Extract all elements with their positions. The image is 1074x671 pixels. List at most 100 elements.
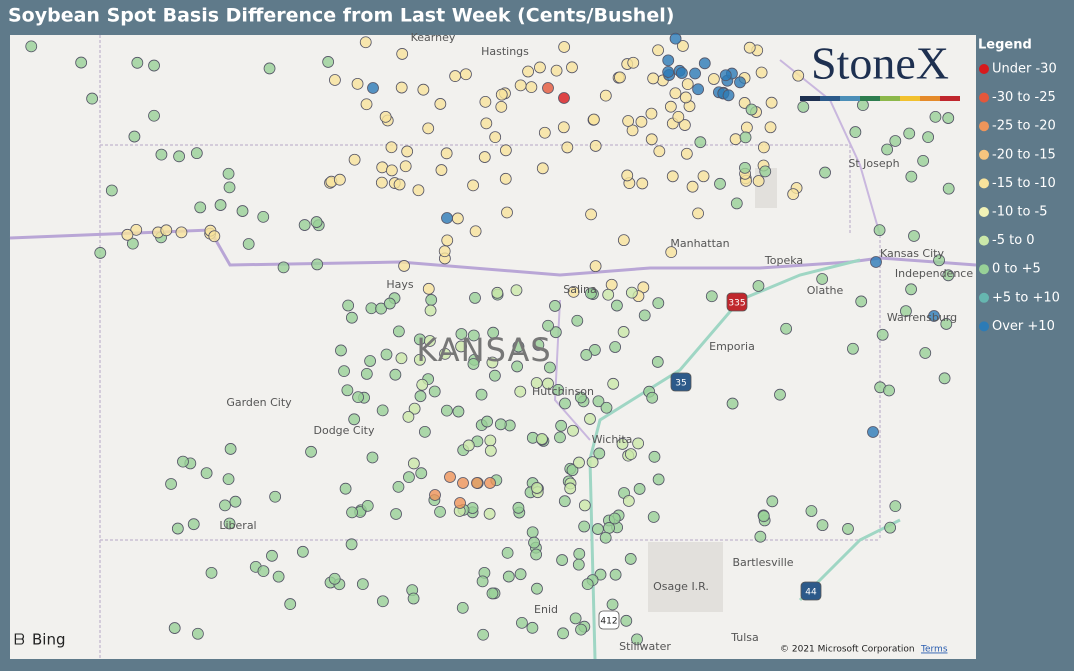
site-dot (558, 41, 571, 53)
site-dot (454, 497, 466, 509)
site-dot (857, 99, 869, 111)
legend-swatch (979, 149, 989, 160)
site-dot (573, 547, 586, 560)
site-dot (208, 230, 221, 243)
brand-bar-segment (940, 96, 960, 101)
site-dot (631, 633, 643, 646)
site-dot (460, 68, 472, 81)
site-dot (455, 340, 468, 353)
site-dot (86, 92, 99, 105)
site-dot (534, 61, 546, 74)
site-dot (698, 57, 711, 70)
site-dot (752, 175, 765, 187)
place-label: Osage I.R. (653, 580, 709, 593)
site-dot (191, 627, 204, 640)
site-dot (609, 568, 622, 581)
site-dot (652, 297, 665, 310)
site-dot (335, 344, 347, 357)
site-dot (375, 302, 387, 315)
site-dot (557, 627, 569, 640)
site-dot (475, 388, 488, 401)
site-dot (476, 575, 489, 588)
site-dot (456, 601, 469, 614)
site-dot (486, 587, 499, 600)
legend-label: Over +10 (992, 319, 1055, 334)
site-dot (589, 140, 602, 152)
site-dot (512, 340, 525, 353)
site-dot (647, 72, 660, 85)
legend-label: 0 to +5 (992, 262, 1041, 277)
site-dot (434, 505, 446, 518)
site-dot (514, 385, 527, 398)
place-labels: Kearney Hastings St Joseph Manhattan Kansas … (219, 31, 973, 653)
site-dot (578, 520, 591, 533)
road-shield (800, 581, 822, 601)
site-dot (694, 136, 707, 149)
site-dot (512, 501, 525, 514)
site-dot (929, 110, 942, 123)
site-dot (401, 145, 414, 158)
site-dot (128, 130, 141, 143)
place-label: Topeka (764, 254, 803, 267)
interstate-35 (588, 258, 861, 460)
site-dot (177, 455, 189, 468)
site-dot (478, 151, 491, 163)
site-dot (440, 147, 453, 160)
site-dot (648, 450, 661, 463)
site-dot (555, 419, 568, 432)
site-dot (592, 395, 605, 408)
interstate-35-south (588, 459, 597, 660)
site-dot (310, 216, 323, 228)
state-border (99, 35, 881, 659)
site-dot (607, 377, 620, 390)
site-dot (605, 278, 618, 291)
site-dot (697, 170, 710, 183)
site-dot (745, 103, 758, 116)
place-label: Dodge City (314, 424, 375, 437)
site-dot (467, 179, 479, 192)
site-dot (322, 56, 335, 68)
site-dot (585, 208, 597, 221)
legend-swatch (979, 292, 989, 303)
site-dot (689, 67, 701, 80)
site-dot (870, 256, 882, 268)
site-dot (396, 48, 409, 60)
site-dot (272, 570, 285, 583)
site-dot (385, 141, 398, 154)
site-dot (917, 154, 930, 167)
road-shield (670, 372, 692, 392)
site-dot (588, 344, 601, 356)
site-dot (194, 201, 207, 214)
site-dot (805, 505, 818, 517)
site-dot (908, 230, 920, 242)
site-dot (621, 169, 634, 182)
site-dot (609, 341, 622, 353)
site-dot (175, 226, 188, 239)
site-dot (168, 622, 181, 634)
brand-bar-segment (840, 96, 860, 101)
site-dot (444, 471, 456, 483)
site-dot (298, 219, 311, 231)
site-dot (484, 477, 496, 489)
site-dot (360, 367, 373, 380)
site-dot (311, 258, 324, 271)
site-dot (467, 358, 480, 370)
site-dot (522, 65, 534, 78)
site-dot (567, 285, 580, 298)
terms-link[interactable]: Terms (920, 645, 948, 655)
site-dot (662, 66, 675, 78)
legend-label: -10 to -5 (992, 205, 1048, 220)
legend-swatch (979, 92, 989, 103)
site-dot (608, 512, 621, 525)
legend-label: -30 to -25 (992, 90, 1056, 105)
site-dot (223, 517, 236, 530)
site-dot (462, 439, 475, 452)
site-dot (148, 109, 160, 122)
site-dot (514, 568, 527, 581)
site-dot (451, 212, 464, 225)
site-dot (938, 372, 951, 385)
site-dot (855, 295, 868, 308)
site-dot (774, 388, 786, 401)
site-dot (599, 89, 612, 102)
